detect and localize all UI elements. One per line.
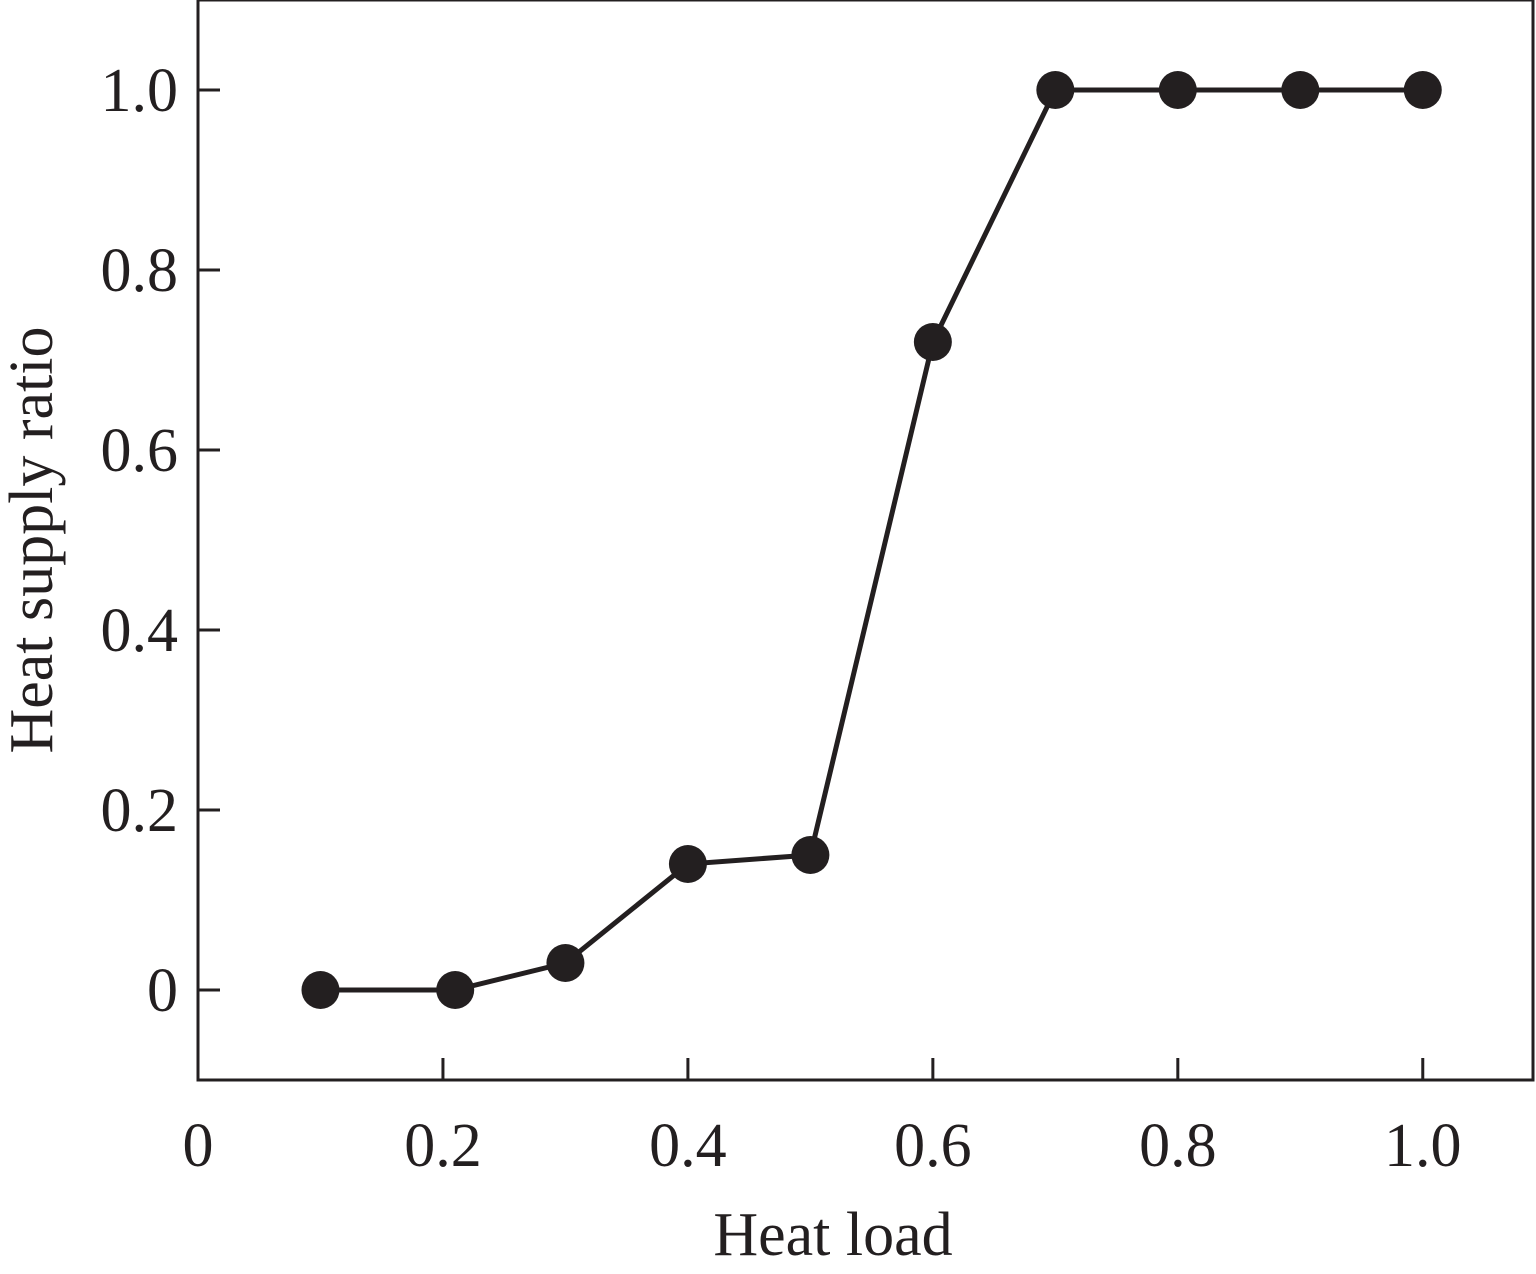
x-tick-label: 0.6: [894, 1112, 972, 1180]
x-axis-ticks: 0 0.2 0.4 0.6 0.8 1.0: [183, 1058, 1462, 1180]
series-line: [320, 87, 1423, 993]
plot-frame: [196, 0, 1535, 1082]
x-tick-label: 0.8: [1139, 1112, 1217, 1180]
data-point: [668, 845, 707, 883]
data-point: [436, 971, 475, 1009]
y-tick-label: 0.6: [101, 417, 179, 485]
x-tick-label: 1.0: [1384, 1112, 1462, 1180]
x-tick-label: 0.4: [649, 1112, 727, 1180]
y-axis-ticks: 0 0.2 0.4 0.6 0.8 1.0: [101, 57, 220, 1025]
data-point: [301, 971, 340, 1009]
data-point: [1403, 71, 1442, 109]
data-point: [913, 323, 952, 361]
y-tick-label: 1.0: [101, 57, 179, 125]
data-point: [546, 944, 585, 982]
data-point: [791, 836, 830, 874]
y-tick-label: 0: [147, 957, 178, 1025]
y-axis-label: Heat supply ratio: [0, 326, 66, 753]
y-tick-label: 0.8: [101, 237, 179, 305]
data-point: [1036, 71, 1075, 109]
y-tick-label: 0.2: [101, 777, 179, 845]
x-tick-label: 0: [183, 1112, 214, 1180]
x-tick-label: 0.2: [404, 1112, 482, 1180]
y-tick-label: 0.4: [101, 597, 179, 665]
data-point: [1158, 71, 1197, 109]
data-point: [1281, 71, 1320, 109]
series-layer: [301, 71, 1442, 1009]
x-axis-label: Heat load: [713, 1201, 952, 1269]
